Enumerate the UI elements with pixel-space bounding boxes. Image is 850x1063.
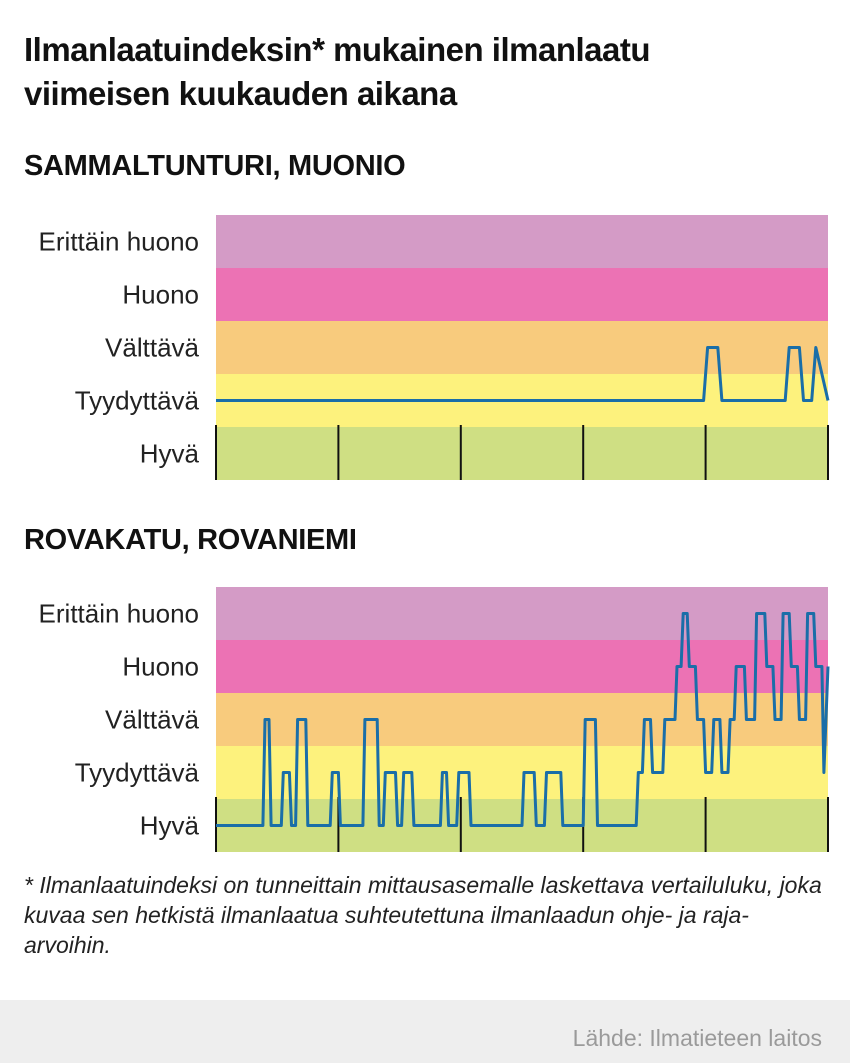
category-label: Huono bbox=[122, 280, 199, 310]
series-line-0 bbox=[216, 346, 830, 402]
band-2 bbox=[216, 321, 828, 374]
chart-title-rovakatu: ROVAKATU, ROVANIEMI bbox=[24, 524, 357, 556]
category-label: Välttävä bbox=[105, 333, 199, 363]
band-3 bbox=[216, 268, 828, 321]
footnote: * Ilmanlaatuindeksi on tunneittain mitta… bbox=[24, 872, 822, 958]
band-0 bbox=[216, 427, 828, 480]
category-label: Välttävä bbox=[105, 705, 199, 735]
category-label: Erittäin huono bbox=[39, 599, 199, 629]
category-label: Tyydyttävä bbox=[75, 758, 200, 788]
chart-title-sammaltunturi: SAMMALTUNTURI, MUONIO bbox=[24, 150, 406, 182]
chart-sammaltunturi: Hyvä Tyydyttävä Välttävä Huono Erittäin huon… bbox=[39, 215, 830, 480]
band-4 bbox=[216, 215, 828, 268]
band-2 bbox=[216, 693, 828, 746]
page-title-line-1: Ilmanlaatuindeksin* mukainen ilmanlaatu bbox=[24, 31, 651, 68]
band-4 bbox=[216, 587, 828, 640]
category-label: Hyvä bbox=[140, 439, 200, 469]
page-title: Ilmanlaatuindeksin* mukainen ilmanlaatu … bbox=[24, 28, 824, 116]
category-label: Tyydyttävä bbox=[75, 386, 200, 416]
source-credit: Lähde: Ilmatieteen laitos bbox=[572, 1025, 822, 1051]
band-3 bbox=[216, 640, 828, 693]
category-label: Huono bbox=[122, 652, 199, 682]
category-label: Erittäin huono bbox=[39, 227, 199, 257]
series-line-0 bbox=[216, 612, 830, 827]
page-title-line-2: viimeisen kuukauden aikana bbox=[24, 75, 457, 112]
chart-rovakatu: Hyvä Tyydyttävä Välttävä Huono Erittäin huon… bbox=[39, 587, 830, 852]
footer: Lähde: Ilmatieteen laitos bbox=[0, 1000, 850, 1063]
category-label: Hyvä bbox=[140, 811, 200, 841]
